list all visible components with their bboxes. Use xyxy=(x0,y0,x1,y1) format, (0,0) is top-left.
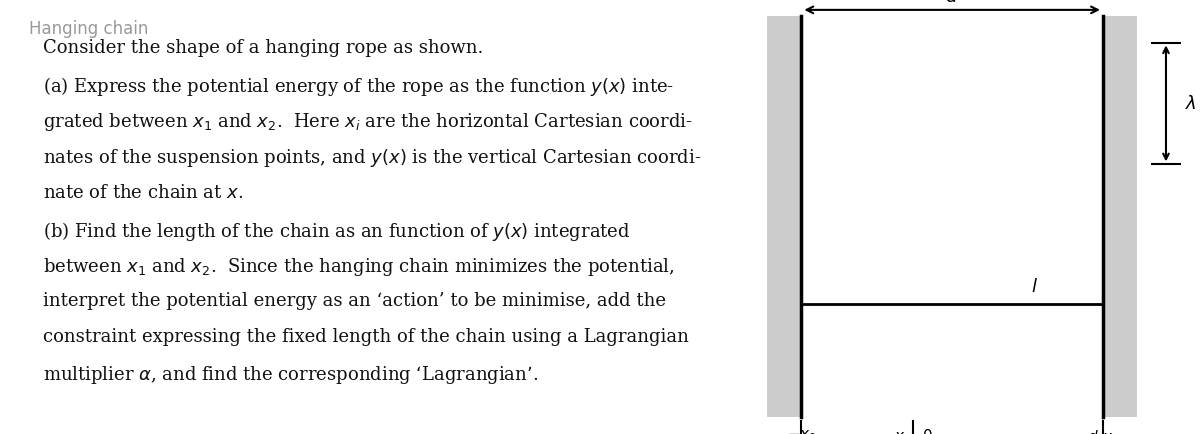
Text: nates of the suspension points, and $y(x)$ is the vertical Cartesian coordi-: nates of the suspension points, and $y(x… xyxy=(43,147,701,169)
Text: between $x_1$ and $x_2$.  Since the hanging chain minimizes the potential,: between $x_1$ and $x_2$. Since the hangi… xyxy=(43,255,674,277)
Text: $-x_0$: $-x_0$ xyxy=(786,427,816,434)
Text: (b) Find the length of the chain as an function of $y(x)$ integrated: (b) Find the length of the chain as an f… xyxy=(43,219,630,242)
Text: $l$: $l$ xyxy=(1031,277,1038,295)
Text: interpret the potential energy as an ‘action’ to be minimise, add the: interpret the potential energy as an ‘ac… xyxy=(43,291,666,309)
Text: grated between $x_1$ and $x_2$.  Here $x_i$ are the horizontal Cartesian coordi-: grated between $x_1$ and $x_2$. Here $x_… xyxy=(43,111,692,133)
Text: constraint expressing the fixed length of the chain using a Lagrangian: constraint expressing the fixed length o… xyxy=(43,327,689,345)
Bar xyxy=(1103,17,1136,417)
Text: Consider the shape of a hanging rope as shown.: Consider the shape of a hanging rope as … xyxy=(43,39,484,57)
Text: (a) Express the potential energy of the rope as the function $y(x)$ inte-: (a) Express the potential energy of the … xyxy=(43,75,674,98)
Text: Hanging chain: Hanging chain xyxy=(29,20,148,37)
Text: $d$-$x_0$: $d$-$x_0$ xyxy=(1087,427,1118,434)
Text: $x=0$: $x=0$ xyxy=(894,427,932,434)
Text: $\lambda$: $\lambda$ xyxy=(1186,95,1198,113)
Bar xyxy=(768,17,802,417)
Text: multiplier $\alpha$, and find the corresponding ‘Lagrangian’.: multiplier $\alpha$, and find the corres… xyxy=(43,363,538,385)
Text: nate of the chain at $x$.: nate of the chain at $x$. xyxy=(43,183,244,201)
Text: $d$: $d$ xyxy=(946,0,959,6)
